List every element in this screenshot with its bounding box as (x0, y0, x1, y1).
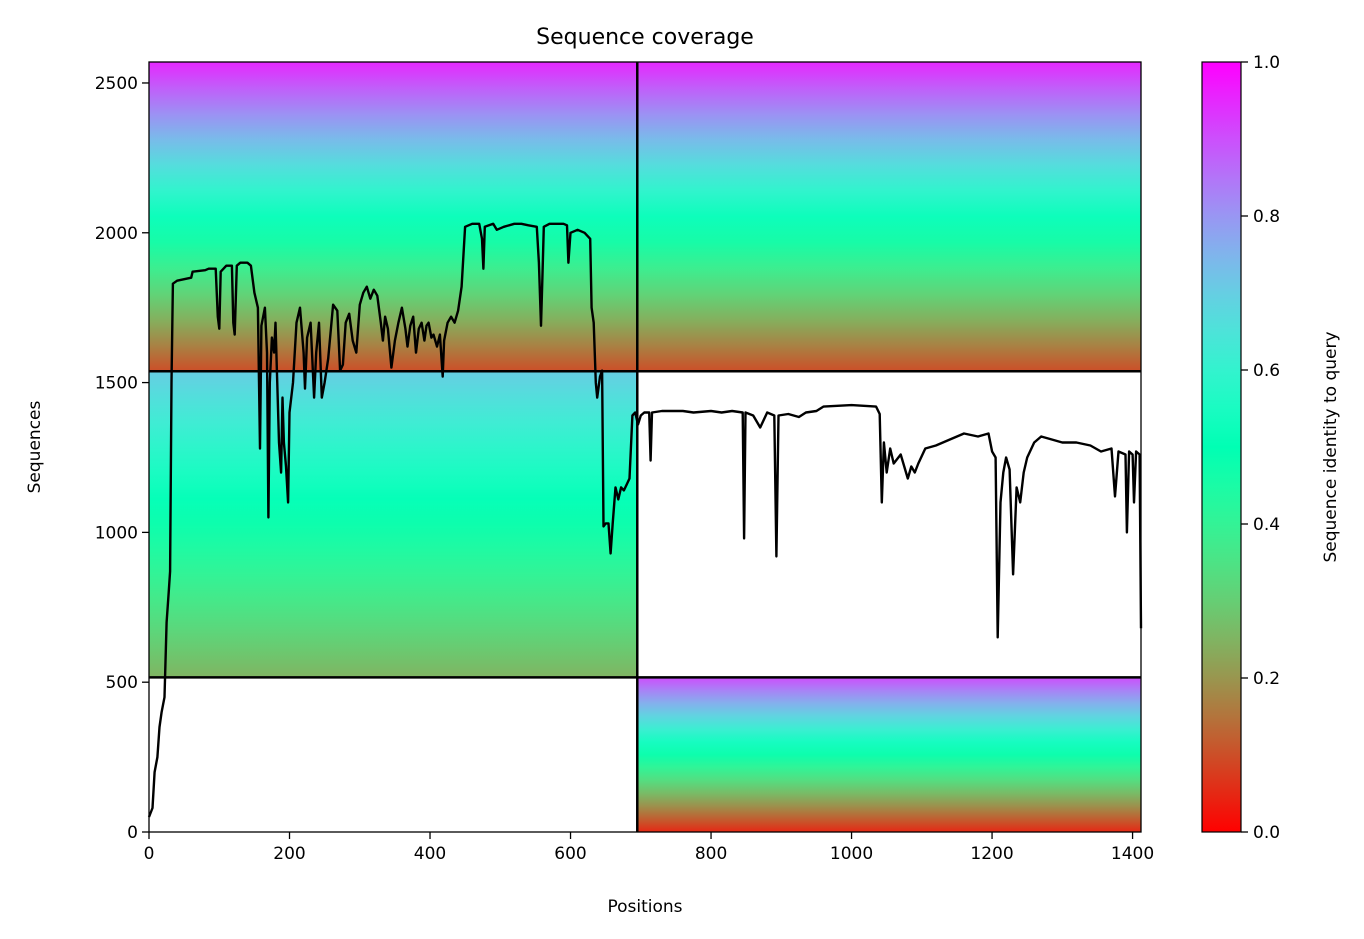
heatmap-block (637, 677, 1141, 832)
x-tick-label: 400 (414, 844, 446, 864)
colorbar-tick-label: 1.0 (1253, 53, 1280, 73)
y-tick-label: 2000 (95, 224, 138, 244)
y-axis-ticks: 0 500 1000 1500 2000 2500 (95, 74, 149, 843)
y-tick-label: 500 (106, 673, 138, 693)
x-axis-ticks: 0 200 400 600 800 1000 1200 1400 (144, 832, 1154, 864)
y-tick-label: 1000 (95, 523, 138, 543)
colorbar-tick-label: 0.0 (1253, 823, 1280, 843)
x-tick-label: 800 (695, 844, 727, 864)
y-tick-label: 2500 (95, 74, 138, 94)
colorbar-tick-label: 0.4 (1253, 515, 1280, 535)
plot-frame (148, 61, 1142, 833)
coverage-line (147, 222, 1143, 818)
chain-boundaries (149, 62, 1141, 832)
y-axis-label: Sequences (25, 401, 45, 494)
x-tick-label: 1200 (970, 844, 1013, 864)
heatmap-block (149, 371, 638, 678)
x-axis-label: Positions (607, 897, 682, 917)
y-tick-label: 1500 (95, 374, 138, 394)
colorbar-tick-label: 0.8 (1253, 207, 1280, 227)
heatmap-block (149, 62, 1141, 372)
x-tick-label: 1000 (830, 844, 873, 864)
x-tick-label: 1400 (1111, 844, 1154, 864)
colorbar-label: Sequence identity to query (1321, 331, 1341, 562)
chart-title: Sequence coverage (536, 25, 754, 50)
coverage-heatmap (149, 62, 1141, 832)
x-tick-label: 0 (144, 844, 155, 864)
colorbar-ticks: 0.0 0.2 0.4 0.6 0.8 1.0 (1241, 53, 1280, 843)
x-tick-label: 200 (273, 844, 305, 864)
colorbar-tick-label: 0.2 (1253, 669, 1280, 689)
colorbar (1201, 61, 1242, 833)
y-tick-label: 0 (127, 823, 138, 843)
x-tick-label: 600 (554, 844, 586, 864)
coverage-line-layer (147, 222, 1143, 818)
colorbar-tick-label: 0.6 (1253, 361, 1280, 381)
